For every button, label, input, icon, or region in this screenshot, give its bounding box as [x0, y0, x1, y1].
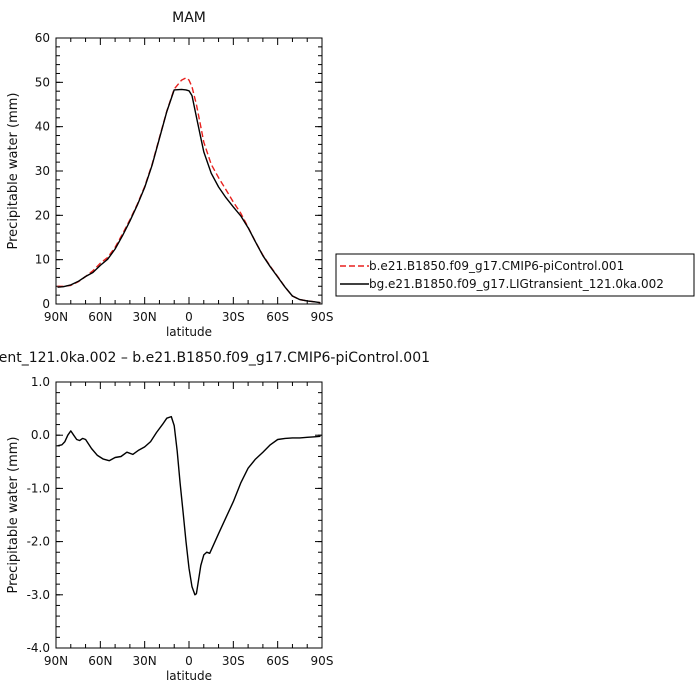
x-tick-label: 90N [44, 654, 68, 668]
y-tick-label: 20 [35, 208, 50, 222]
x-tick-label: 60S [266, 654, 289, 668]
y-axis-label: Precipitable water (mm) [6, 93, 21, 250]
legend-box [335, 253, 695, 297]
top-chart: MAM 90N 60N 30N 0 30S 60S 90S 0 10 20 30 40 50 60 latit… [6, 10, 333, 339]
y-tick-label: -2.0 [27, 535, 50, 549]
x-tick-label: 30N [133, 654, 157, 668]
y-tick-label: 40 [35, 120, 50, 134]
plot-frame [55, 381, 323, 649]
x-tick-label: 60S [266, 310, 289, 324]
x-tick-label: 0 [185, 310, 193, 324]
y-tick-label: 50 [35, 75, 50, 89]
y-tick-label: -1.0 [27, 481, 50, 495]
y-tick-label: 0 [42, 297, 50, 311]
x-axis-label: latitude [166, 669, 212, 683]
y-tick-label: -4.0 [27, 641, 50, 655]
series-line-0 [57, 415, 321, 596]
x-tick-label: 0 [185, 654, 193, 668]
legend-label-1: bg.e21.B1850.f09_g17.LIGtransient_121.0k… [369, 277, 664, 291]
x-tick-label: 60N [88, 654, 112, 668]
y-tick-label: 10 [35, 253, 50, 267]
y-tick-label: 30 [35, 164, 50, 178]
bottom-chart: Gtransient_121.0ka.002 – b.e21.B1850.f09… [0, 350, 430, 683]
legend-label-0: b.e21.B1850.f09_g17.CMIP6-piControl.001 [369, 259, 624, 273]
x-tick-label: 30S [222, 654, 245, 668]
x-tick-label: 60N [88, 310, 112, 324]
x-tick-label: 30S [222, 310, 245, 324]
chart-title: MAM [172, 10, 206, 26]
y-tick-label: -3.0 [27, 588, 50, 602]
y-tick-label: 1.0 [31, 375, 50, 389]
x-axis-label: latitude [166, 325, 212, 339]
series-line-1 [57, 88, 321, 304]
y-tick-label: 0.0 [31, 428, 50, 442]
x-tick-label: 90S [311, 310, 334, 324]
x-tick-label: 30N [133, 310, 157, 324]
x-tick-label: 90N [44, 310, 68, 324]
y-axis-label: Precipitable water (mm) [6, 437, 21, 594]
y-tick-label: 60 [35, 31, 50, 45]
legend: b.e21.B1850.f09_g17.CMIP6-piControl.001b… [335, 253, 695, 297]
chart-title: Gtransient_121.0ka.002 – b.e21.B1850.f09… [0, 350, 430, 366]
x-tick-label: 90S [311, 654, 334, 668]
plot-frame [55, 37, 323, 305]
